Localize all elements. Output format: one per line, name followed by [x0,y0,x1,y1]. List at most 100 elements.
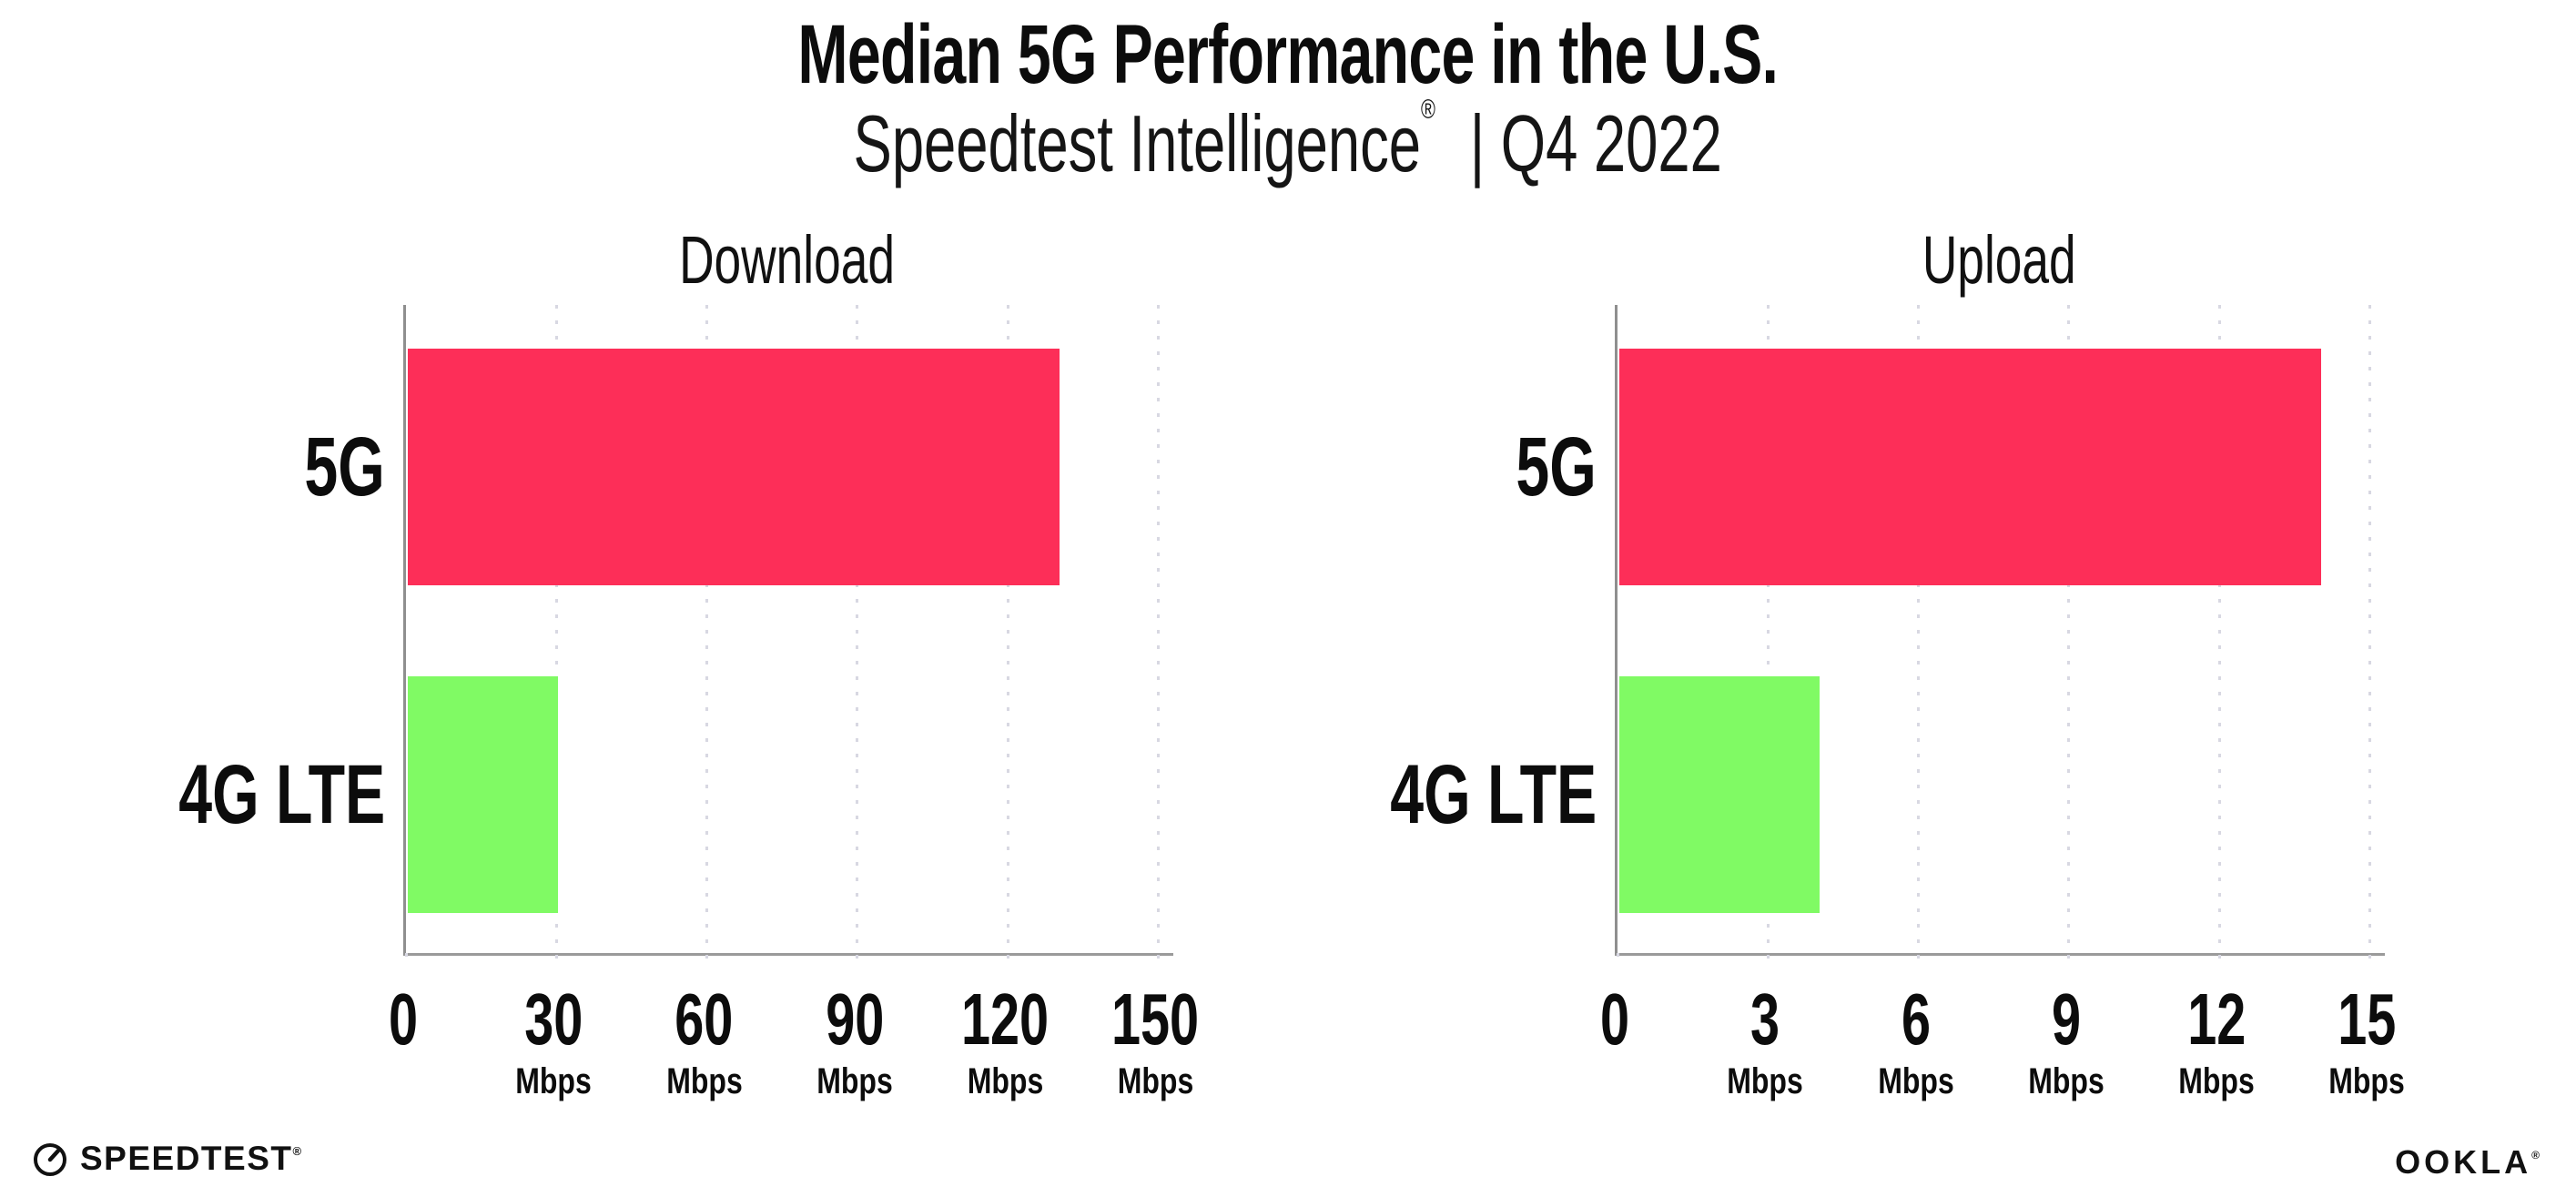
x-tick-unit-text: Mbps [816,1061,893,1101]
x-tick-value: 9 [2019,981,2114,1058]
speedtest-wordmark: SPEEDTEST® [80,1140,303,1178]
x-tick-value: 6 [1868,981,1962,1058]
page-title: Median 5G Performance in the U.S. [0,7,2576,103]
x-tick-unit: Mbps [1868,1061,1962,1101]
registered-mark: ® [1421,95,1436,125]
bar-download-5g [408,349,1060,585]
speedtest-logo: SPEEDTEST® [31,1140,303,1178]
upload-chart-title-text: Upload [1922,222,2076,298]
upload-chart-title: Upload [1726,221,2272,299]
gridline-9 [2067,305,2071,967]
x-tick-value: 120 [944,981,1065,1058]
x-tick-value-text: 60 [674,979,734,1060]
x-tick-unit-text: Mbps [2178,1061,2255,1101]
ookla-logo: OOKLA® [2395,1143,2543,1182]
x-tick-30: 30 Mbps [506,981,601,1102]
bar-upload-5g [1619,349,2322,585]
gridline-12 [2217,305,2221,967]
x-tick-value-text: 9 [2051,979,2081,1060]
speedtest-registered-mark: ® [292,1144,303,1158]
x-tick-60: 60 Mbps [656,981,751,1102]
subtitle-brand: Speedtest Intelligence [853,98,1422,188]
x-tick-value: 60 [656,981,751,1058]
x-tick-value: 15 [2319,981,2414,1058]
x-tick-unit: Mbps [2319,1061,2414,1101]
page-title-text: Median 5G Performance in the U.S. [797,8,1780,101]
subtitle-period: | Q4 2022 [1470,98,1723,188]
x-tick-0: 0 [383,981,424,1058]
gridline-0 [404,953,408,968]
x-tick-unit: Mbps [1718,1061,1812,1101]
gridline-120 [1006,305,1009,967]
x-tick-unit: Mbps [506,1061,601,1101]
download-chart-title: Download [514,221,1060,299]
category-label-4g-lte: 4G LTE [0,676,385,913]
category-label-text: 5G [1516,421,1597,513]
upload-plot-area [1615,305,2385,968]
category-label-text: 4G LTE [178,748,385,841]
speedtest-gauge-icon [34,1143,66,1176]
page-subtitle: Speedtest Intelligence® | Q4 2022 [0,95,2576,190]
x-tick-unit-text: Mbps [665,1061,743,1101]
x-tick-unit: Mbps [807,1061,902,1101]
x-tick-value: 0 [383,981,424,1058]
x-tick-value-text: 90 [825,979,884,1060]
x-tick-unit: Mbps [2169,1061,2264,1101]
x-tick-12: 12 Mbps [2169,981,2264,1102]
x-tick-unit-text: Mbps [2028,1061,2104,1101]
ookla-registered-mark: ® [2531,1149,2543,1161]
category-label-4g-lte: 4G LTE [1205,676,1597,913]
x-tick-value: 0 [1595,981,1636,1058]
page-subtitle-text: Speedtest Intelligence® | Q4 2022 [854,95,1722,190]
x-tick-value: 30 [506,981,601,1058]
x-tick-unit: Mbps [656,1061,751,1101]
gridline-150 [1156,305,1160,967]
x-tick-unit-text: Mbps [967,1061,1043,1101]
x-tick-unit-text: Mbps [1727,1061,1804,1101]
bar-upload-4g-lte [1619,676,1820,913]
gridline-0 [1616,953,1619,968]
category-label-5g: 5G [1205,349,1597,585]
x-tick-unit: Mbps [2019,1061,2114,1101]
x-tick-9: 9 Mbps [2019,981,2114,1102]
x-tick-unit: Mbps [1095,1061,1216,1101]
gridline-30 [554,305,558,967]
x-tick-6: 6 Mbps [1868,981,1962,1102]
x-tick-90: 90 Mbps [807,981,902,1102]
speedtest-wordmark-text: SPEEDTEST [80,1140,293,1177]
x-tick-value-text: 12 [2187,979,2246,1060]
x-tick-value-text: 6 [1901,979,1931,1060]
x-tick-0: 0 [1595,981,1636,1058]
x-tick-value: 12 [2169,981,2264,1058]
x-tick-unit-text: Mbps [1877,1061,1954,1101]
x-tick-unit-text: Mbps [515,1061,593,1101]
gridline-3 [1766,305,1770,967]
x-tick-value-text: 30 [524,979,583,1060]
gridline-15 [2368,305,2371,967]
x-tick-value: 90 [807,981,902,1058]
download-plot-area [403,305,1173,968]
x-tick-unit-text: Mbps [2328,1061,2406,1101]
x-tick-150: 150 Mbps [1095,981,1216,1102]
x-tick-value: 150 [1095,981,1216,1058]
x-tick-value: 3 [1718,981,1812,1058]
x-tick-120: 120 Mbps [944,981,1065,1102]
download-chart-title-text: Download [679,222,896,298]
x-tick-value-text: 120 [961,979,1050,1060]
x-tick-15: 15 Mbps [2319,981,2414,1102]
x-tick-unit-text: Mbps [1117,1061,1194,1101]
gridline-90 [856,305,859,967]
x-tick-value-text: 15 [2338,979,2397,1060]
x-tick-value-text: 0 [388,979,419,1060]
x-tick-value-text: 150 [1111,979,1200,1060]
x-tick-unit: Mbps [944,1061,1065,1101]
x-tick-value-text: 0 [1599,979,1630,1060]
gridline-6 [1917,305,1921,967]
subtitle-separator [1435,98,1470,188]
category-label-text: 5G [304,421,385,513]
x-tick-value-text: 3 [1750,979,1780,1060]
x-tick-3: 3 Mbps [1718,981,1812,1102]
ookla-wordmark-text: OOKLA [2395,1143,2532,1181]
bar-download-4g-lte [408,676,559,913]
